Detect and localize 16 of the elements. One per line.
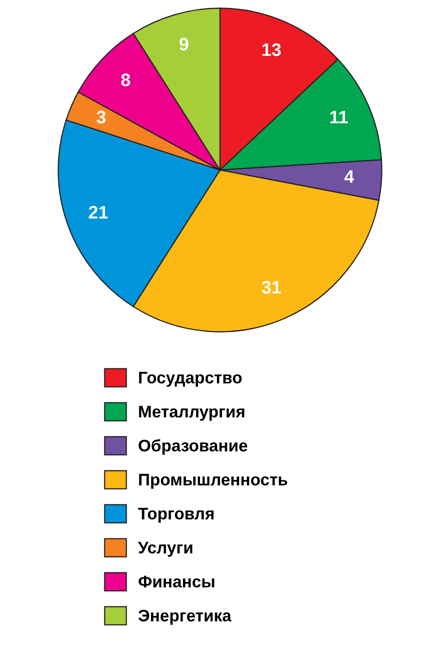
legend-label: Финансы [138, 576, 214, 588]
legend-label: Торговля [138, 508, 214, 523]
data-label: 4 [344, 170, 354, 183]
data-label: 31 [262, 280, 281, 294]
legend-label: Металлургия [139, 406, 244, 421]
legend-label: Государство [139, 372, 242, 387]
data-label: 9 [180, 38, 188, 51]
data-label: 8 [121, 73, 130, 86]
legend-label: Услуги [138, 542, 192, 557]
legend-label: Энергетика [138, 610, 232, 625]
data-label: 3 [96, 110, 106, 124]
data-label: 21 [88, 206, 108, 219]
data-label: 11 [330, 110, 348, 124]
data-label: 13 [262, 43, 281, 56]
legend-label: Промышленность [139, 474, 288, 489]
legend-label: Образование [138, 439, 248, 455]
